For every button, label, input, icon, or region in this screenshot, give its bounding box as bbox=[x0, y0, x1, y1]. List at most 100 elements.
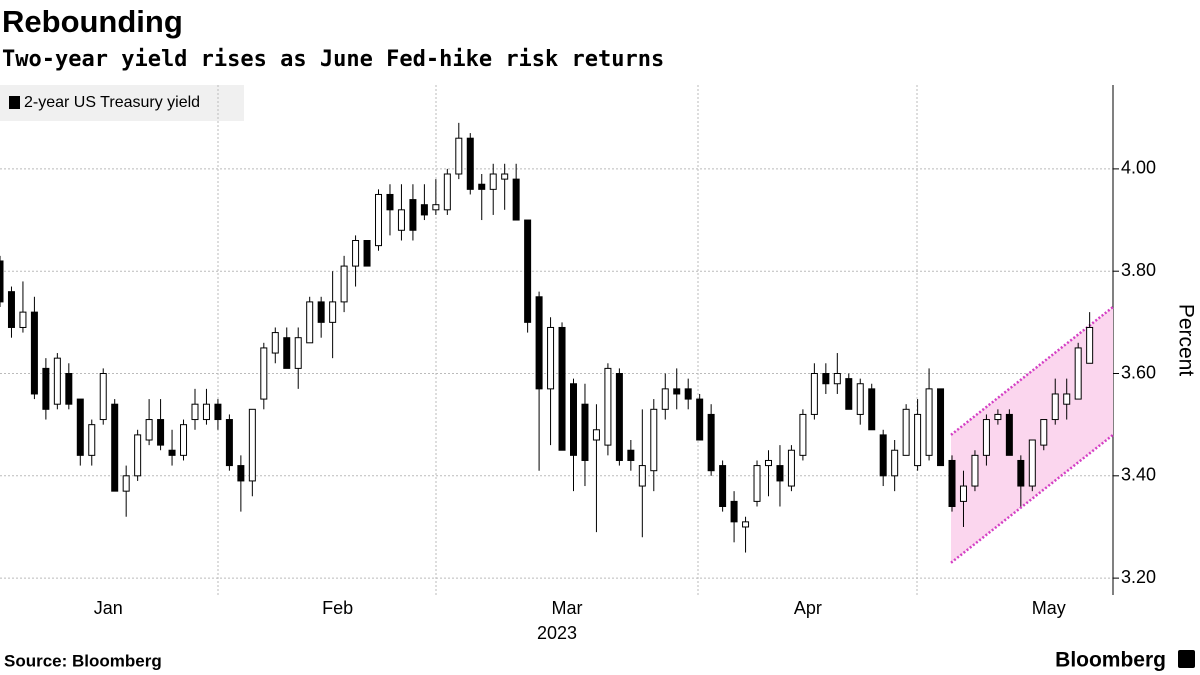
chart-subtitle: Two-year yield rises as June Fed-hike ri… bbox=[2, 47, 664, 72]
candle-body bbox=[420, 204, 428, 216]
x-tick-label: Apr bbox=[794, 598, 822, 618]
candle-body bbox=[1040, 419, 1048, 446]
candle-body bbox=[994, 413, 1002, 421]
candle-body bbox=[868, 388, 876, 431]
candle-body bbox=[317, 301, 325, 323]
x-tick-label: May bbox=[1032, 598, 1066, 618]
y-tick-label: 3.20 bbox=[1121, 567, 1156, 587]
candle-body bbox=[547, 326, 555, 390]
candle-body bbox=[535, 296, 543, 390]
candle-body bbox=[1074, 347, 1082, 400]
candle-body bbox=[7, 291, 15, 328]
candle-body bbox=[959, 485, 967, 502]
candle-body bbox=[157, 419, 165, 446]
candle-body bbox=[1086, 326, 1094, 364]
candle-body bbox=[753, 465, 761, 502]
candle-body bbox=[432, 204, 440, 211]
x-tick-label: Mar bbox=[552, 598, 583, 618]
y-tick-label: 3.40 bbox=[1121, 465, 1156, 485]
candle-body bbox=[856, 383, 864, 415]
candle-body bbox=[615, 373, 623, 461]
candle-body bbox=[122, 475, 130, 492]
candle-body bbox=[925, 388, 933, 456]
candle-body bbox=[363, 240, 371, 267]
candle-body bbox=[879, 434, 887, 477]
candle-body bbox=[180, 424, 188, 456]
candle-body bbox=[558, 326, 566, 451]
candle-body bbox=[627, 449, 635, 461]
candle-body bbox=[202, 403, 210, 421]
candle-body bbox=[76, 398, 84, 456]
legend-label: 2-year US Treasury yield bbox=[24, 94, 200, 111]
candle-body bbox=[214, 403, 222, 421]
candle-body bbox=[386, 193, 394, 211]
candle-body bbox=[455, 137, 463, 175]
candle-body bbox=[53, 357, 61, 405]
candle-body bbox=[684, 388, 692, 400]
source: Source: Bloomberg bbox=[4, 651, 162, 670]
x-axis-label: 2023 bbox=[537, 623, 577, 643]
candle-body bbox=[524, 219, 532, 323]
candle-body bbox=[329, 301, 337, 323]
candle-body bbox=[478, 183, 486, 190]
candle-body bbox=[776, 465, 784, 482]
candle-body bbox=[810, 373, 818, 415]
candle-body bbox=[88, 424, 96, 456]
candle-body bbox=[822, 373, 830, 385]
candle-body bbox=[191, 403, 199, 421]
x-tick-label: Feb bbox=[322, 598, 353, 618]
candle-body bbox=[902, 408, 910, 456]
candle-body bbox=[787, 449, 795, 487]
y-axis-label: Percent bbox=[1174, 304, 1197, 377]
candle-body bbox=[948, 459, 956, 508]
candle-body bbox=[1051, 393, 1059, 421]
brand-icon bbox=[1178, 650, 1195, 668]
channel-area bbox=[951, 307, 1113, 563]
candle-body bbox=[570, 383, 577, 456]
legend-swatch bbox=[9, 96, 20, 109]
candle-body bbox=[225, 419, 233, 467]
candle-body bbox=[340, 265, 348, 303]
candle-body bbox=[1028, 439, 1036, 487]
candle-body bbox=[466, 137, 474, 190]
candle-body bbox=[489, 173, 497, 190]
candle-body bbox=[409, 199, 417, 231]
legend-box bbox=[0, 85, 244, 121]
candle-body bbox=[111, 403, 119, 492]
candle-body bbox=[397, 209, 405, 231]
y-tick-label: 4.00 bbox=[1121, 158, 1156, 178]
candle-body bbox=[719, 465, 727, 508]
candle-body bbox=[661, 388, 669, 410]
candle-body bbox=[30, 311, 38, 395]
candle-body bbox=[512, 178, 520, 221]
candle-body bbox=[65, 373, 73, 405]
candle-body bbox=[604, 367, 612, 446]
candle-body bbox=[375, 193, 383, 247]
candle-body bbox=[168, 449, 176, 456]
candle-body bbox=[891, 449, 899, 477]
candle-body bbox=[764, 459, 772, 467]
candle-body bbox=[971, 454, 979, 487]
candle-body bbox=[248, 408, 256, 482]
candle-body bbox=[914, 413, 922, 467]
candle-body bbox=[937, 388, 945, 467]
candle-body bbox=[845, 378, 853, 410]
candle-body bbox=[1005, 413, 1013, 456]
candle-body bbox=[673, 388, 681, 395]
candle-body bbox=[0, 260, 4, 303]
candle-body bbox=[294, 337, 302, 369]
candle-body bbox=[260, 347, 268, 400]
candle-body bbox=[1017, 459, 1025, 487]
candle-body bbox=[42, 367, 50, 410]
candle-body bbox=[581, 403, 589, 461]
candle-body bbox=[271, 332, 279, 354]
candle-body bbox=[982, 419, 990, 456]
candle-body bbox=[833, 373, 841, 385]
candle-body bbox=[1063, 393, 1071, 405]
candle-body bbox=[696, 398, 704, 441]
candle-body bbox=[501, 173, 509, 180]
candle-body bbox=[237, 465, 245, 482]
y-tick-label: 3.60 bbox=[1121, 362, 1156, 382]
x-tick-label: Jan bbox=[94, 598, 123, 618]
